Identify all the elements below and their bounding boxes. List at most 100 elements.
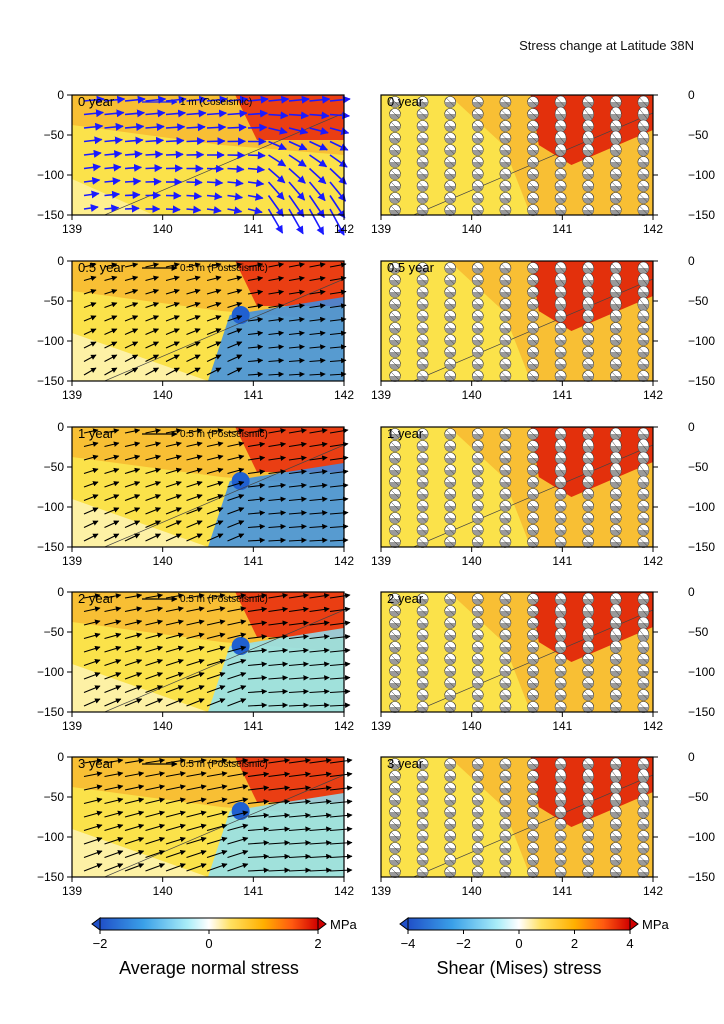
focal-compression bbox=[610, 268, 622, 274]
focal-plane bbox=[639, 347, 648, 357]
focal-compression bbox=[417, 872, 429, 878]
focal-compression bbox=[389, 126, 401, 132]
focal-mechanism bbox=[554, 204, 567, 216]
focal-compression bbox=[527, 824, 539, 830]
displacement-arrow bbox=[288, 154, 307, 167]
displacement-arrow bbox=[308, 195, 325, 219]
displacement-arrow bbox=[124, 367, 139, 376]
focal-compression bbox=[472, 764, 484, 770]
focal-mechanism bbox=[444, 794, 457, 806]
focal-mechanism bbox=[471, 120, 484, 132]
focal-compression bbox=[389, 482, 401, 488]
focal-mechanism bbox=[637, 524, 650, 536]
displacement-arrow bbox=[247, 482, 266, 489]
focal-mechanism bbox=[499, 689, 512, 701]
displacement-arrow bbox=[145, 658, 164, 667]
focal-plane bbox=[528, 867, 538, 877]
focal-mechanism bbox=[416, 108, 429, 120]
focal-plane bbox=[473, 429, 482, 439]
displacement-arrow bbox=[247, 95, 269, 104]
focal-plane bbox=[501, 690, 510, 700]
focal-plane bbox=[418, 109, 427, 119]
focal-compression bbox=[582, 162, 594, 168]
focal-plane bbox=[473, 121, 482, 131]
focal-plane bbox=[390, 630, 400, 640]
y-tick-label: −50 bbox=[688, 294, 709, 308]
displacement-arrow bbox=[268, 812, 291, 819]
focal-plane bbox=[446, 819, 455, 829]
focal-mechanism bbox=[389, 488, 401, 500]
displacement-arrow bbox=[247, 510, 266, 516]
focal-plane bbox=[418, 169, 427, 179]
displacement-arrow bbox=[268, 469, 287, 475]
displacement-arrow bbox=[268, 111, 289, 120]
focal-mechanism bbox=[554, 701, 567, 713]
displacement-arrow bbox=[206, 520, 224, 529]
y-tick-label: −150 bbox=[37, 374, 64, 388]
focal-plane bbox=[528, 181, 538, 191]
focal-plane bbox=[446, 525, 455, 535]
focal-mechanism bbox=[416, 358, 429, 370]
focal-mechanism bbox=[416, 464, 429, 476]
focal-compression bbox=[499, 304, 511, 310]
colorbar-tick-label: 2 bbox=[571, 936, 578, 951]
focal-compression bbox=[582, 599, 594, 605]
focal-plane bbox=[390, 181, 400, 191]
focal-compression bbox=[417, 162, 429, 168]
focal-plane bbox=[501, 429, 510, 439]
focal-mechanism bbox=[499, 806, 512, 818]
displacement-arrow bbox=[268, 537, 287, 544]
focal-mechanism bbox=[554, 261, 567, 275]
displacement-arrow bbox=[165, 619, 184, 626]
focal-plane bbox=[528, 441, 538, 451]
focal-mechanism bbox=[416, 96, 429, 108]
focal-compression bbox=[389, 102, 401, 108]
focal-compression bbox=[389, 683, 401, 689]
focal-mechanism bbox=[609, 500, 622, 512]
displacement-arrow bbox=[247, 799, 270, 805]
x-tick-label: 140 bbox=[153, 554, 173, 568]
displacement-arrow bbox=[247, 303, 264, 309]
focal-plane bbox=[611, 323, 620, 333]
focal-compression bbox=[389, 470, 401, 476]
focal-mechanism bbox=[471, 536, 484, 548]
focal-mechanism bbox=[554, 616, 567, 630]
x-tick-label: 140 bbox=[462, 884, 482, 898]
displacement-arrow bbox=[83, 95, 105, 104]
displacement-arrow bbox=[268, 455, 287, 461]
focal-mechanism bbox=[582, 866, 595, 878]
focal-mechanism bbox=[527, 677, 539, 689]
displacement-arrow bbox=[247, 441, 266, 448]
y-tick-label: 0 bbox=[688, 585, 695, 599]
focal-mechanism bbox=[637, 488, 650, 500]
displacement-arrow bbox=[83, 190, 100, 199]
focal-compression bbox=[417, 364, 429, 370]
focal-plane bbox=[501, 371, 510, 381]
displacement-arrow bbox=[104, 428, 120, 434]
focal-compression bbox=[637, 186, 649, 192]
focal-plane bbox=[501, 759, 510, 769]
focal-mechanism bbox=[444, 842, 457, 854]
focal-mechanism bbox=[444, 593, 457, 605]
focal-mechanism bbox=[499, 96, 512, 108]
focal-plane bbox=[501, 702, 510, 712]
displacement-arrow bbox=[268, 523, 287, 530]
displacement-arrow bbox=[165, 109, 187, 118]
focal-mechanism bbox=[527, 758, 539, 770]
focal-mechanism bbox=[416, 770, 429, 782]
focal-compression bbox=[417, 268, 429, 274]
focal-plane bbox=[418, 429, 427, 439]
focal-plane bbox=[639, 702, 648, 712]
focal-plane bbox=[473, 855, 482, 865]
plot-frame bbox=[380, 591, 654, 713]
focal-compression bbox=[527, 812, 539, 818]
x-tick-label: 142 bbox=[643, 222, 663, 236]
displacement-arrow bbox=[227, 275, 243, 282]
focal-mechanism bbox=[499, 536, 512, 548]
focal-mechanism bbox=[582, 272, 595, 288]
focal-plane bbox=[446, 594, 455, 604]
focal-plane bbox=[446, 642, 455, 652]
focal-plane bbox=[639, 678, 648, 688]
focal-mechanism bbox=[582, 665, 595, 677]
focal-mechanism bbox=[389, 653, 401, 665]
